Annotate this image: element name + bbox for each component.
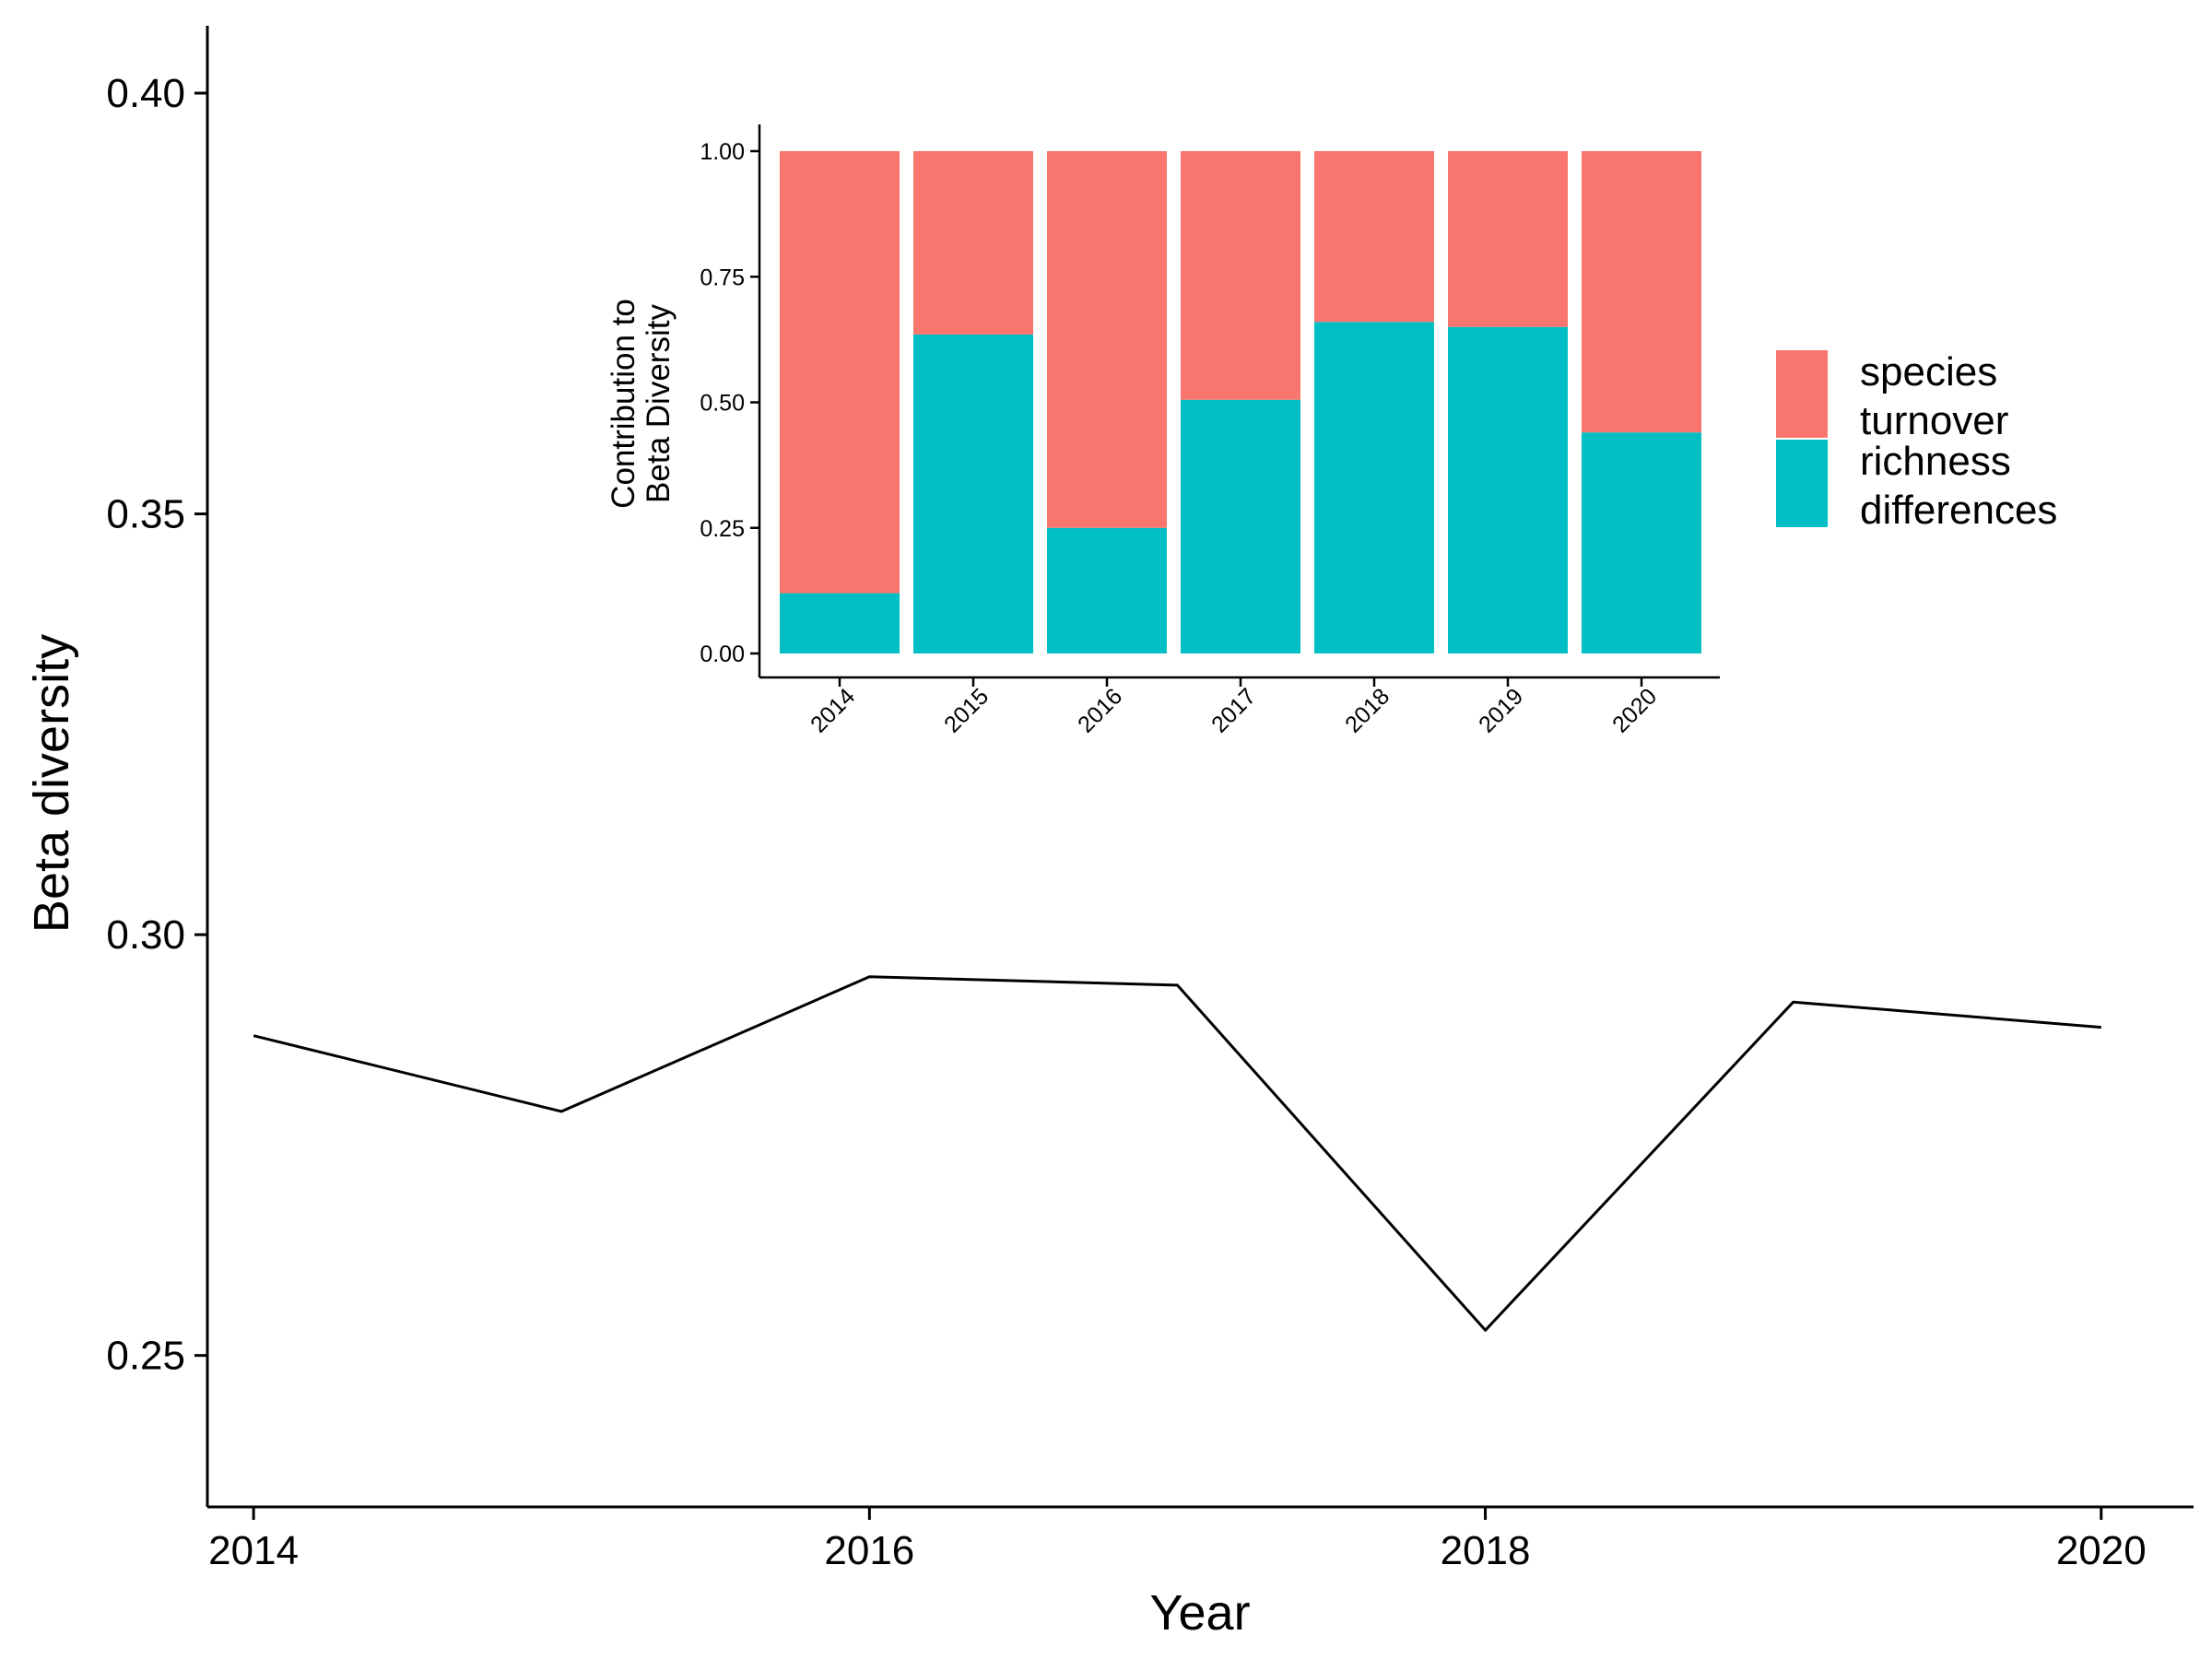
bar-richness-differences (1448, 326, 1568, 653)
bar-richness-differences (1181, 399, 1300, 653)
inset-y-ticks: 0.00 0.25 0.50 0.75 1.00 (700, 139, 759, 667)
bar-species-turnover (1448, 151, 1568, 327)
main-y-ticks: 0.25 0.30 0.35 0.40 (106, 71, 207, 1379)
main-y-tick-label: 0.25 (106, 1334, 185, 1379)
inset-y-tick-label: 1.00 (700, 139, 745, 165)
legend-label: species (1860, 349, 1997, 394)
main-x-tick-label: 2018 (1441, 1528, 1531, 1573)
main-y-tick-label: 0.30 (106, 912, 185, 958)
main-x-axis-title: Year (1149, 1585, 1250, 1641)
bar-species-turnover (1314, 151, 1434, 323)
main-y-tick-label: 0.40 (106, 71, 185, 116)
bar-species-turnover (1047, 151, 1167, 528)
inset-y-tick-label: 0.50 (700, 391, 745, 417)
beta-diversity-line (253, 975, 2101, 1332)
main-y-axis-title: Beta diversity (24, 634, 79, 933)
legend-label: differences (1860, 488, 2057, 533)
main-x-tick-label: 2020 (2056, 1528, 2147, 1573)
bar-species-turnover (1181, 151, 1300, 400)
main-series (253, 975, 2101, 1332)
inset-y-axis-title: Contribution to Beta Diversity (606, 299, 677, 509)
bar-richness-differences (780, 593, 900, 653)
bar-species-turnover (913, 151, 1033, 335)
inset-y-tick-label: 0.00 (700, 641, 745, 667)
main-x-tick-label: 2016 (824, 1528, 914, 1573)
bar-richness-differences (1582, 432, 1701, 653)
legend-key-richness-differences (1776, 440, 1828, 527)
inset-y-axis-title-line-2: Beta Diversity (641, 304, 677, 503)
main-line-chart: 0.25 0.30 0.35 0.40 2014 2016 2018 2020 Year B… (24, 26, 2194, 1641)
bar-species-turnover (780, 151, 900, 594)
legend-key-species-turnover (1776, 350, 1828, 438)
main-y-tick-label: 0.35 (106, 492, 185, 537)
inset-y-tick-label: 0.75 (700, 265, 745, 290)
inset-y-axis-title-line-1: Contribution to (606, 299, 641, 509)
inset-x-ticks: 2014 2015 2016 2017 2018 2019 2020 (806, 677, 1662, 738)
bar-richness-differences (913, 334, 1033, 653)
bar-richness-differences (1314, 322, 1434, 653)
bar-richness-differences (1047, 527, 1167, 653)
main-x-tick-label: 2014 (208, 1528, 299, 1573)
inset-stacked-bar-chart: 0.00 0.25 0.50 0.75 1.00 2014 2015 2016 2017 201… (606, 101, 2111, 802)
inset-y-tick-label: 0.25 (700, 516, 745, 542)
legend-label: turnover (1860, 398, 2008, 443)
main-x-ticks: 2014 2016 2018 2020 (208, 1507, 2147, 1573)
inset-bars (780, 151, 1701, 653)
bar-species-turnover (1582, 151, 1701, 433)
legend-label: richness (1860, 439, 2011, 484)
